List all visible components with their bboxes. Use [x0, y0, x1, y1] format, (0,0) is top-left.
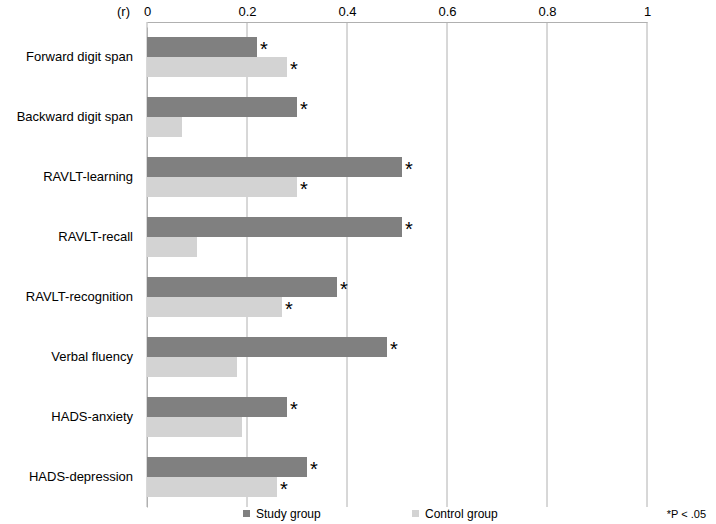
grid-line — [447, 22, 448, 507]
tick-label: 0 — [144, 4, 151, 19]
legend-label: Control group — [425, 507, 498, 521]
bar — [147, 417, 242, 437]
tick: 0.2 — [238, 4, 256, 22]
category-label: Backward digit span — [17, 109, 133, 124]
tick: Forward digit span — [26, 49, 147, 64]
tick: HADS-anxiety — [51, 409, 147, 424]
tick-label: 0.4 — [338, 4, 356, 19]
bar — [147, 177, 297, 197]
grid-line — [647, 22, 648, 507]
chart: 0 0.2 0.4 0.6 0.8 1 (r) Forward digit span Backw… — [0, 0, 716, 524]
x-axis: 0 0.2 0.4 0.6 0.8 1 — [144, 4, 651, 23]
significance-mark: * — [290, 398, 298, 420]
significance-mark: * — [280, 478, 288, 500]
axis-line — [148, 22, 648, 23]
tick: RAVLT-recognition — [26, 289, 147, 304]
category-label: Verbal fluency — [51, 349, 133, 364]
significance-mark: * — [290, 58, 298, 80]
significance-mark: * — [405, 158, 413, 180]
bar — [147, 397, 287, 417]
tick: 1 — [644, 4, 651, 22]
bar — [147, 357, 237, 377]
tick-label: 0.6 — [438, 4, 456, 19]
significance-mark: * — [300, 98, 308, 120]
bars — [147, 37, 402, 497]
bar — [147, 237, 197, 257]
bar — [147, 457, 307, 477]
legend-swatch — [412, 510, 419, 517]
bar — [147, 277, 337, 297]
axis-title: (r) — [117, 4, 130, 19]
grid-line — [347, 22, 348, 507]
category-label: RAVLT-recall — [58, 229, 133, 244]
grid-line — [547, 22, 548, 507]
legend: Study group Control group — [243, 507, 498, 521]
category-label: RAVLT-learning — [43, 169, 133, 184]
tick: RAVLT-learning — [43, 169, 147, 184]
significance-mark: * — [285, 298, 293, 320]
bar — [147, 477, 277, 497]
grid — [147, 22, 647, 507]
tick: HADS-depression — [29, 469, 147, 484]
tick: RAVLT-recall — [58, 229, 147, 244]
grid-line — [247, 22, 248, 507]
tick: 0.8 — [538, 4, 556, 22]
tick-label: 0.8 — [538, 4, 556, 19]
significance-mark: * — [260, 38, 268, 60]
tick: 0 — [144, 4, 151, 22]
bar — [147, 157, 402, 177]
bar — [147, 217, 402, 237]
significance-mark: * — [390, 338, 398, 360]
tick-label: 1 — [644, 4, 651, 19]
category-label: HADS-anxiety — [51, 409, 133, 424]
legend-swatch — [243, 510, 250, 517]
category-label: HADS-depression — [29, 469, 133, 484]
tick: 0.4 — [338, 4, 356, 22]
tick: 0.6 — [438, 4, 456, 22]
tick-label: 0.2 — [238, 4, 256, 19]
tick: Backward digit span — [17, 109, 147, 124]
bar — [147, 97, 297, 117]
significance-marks: ************ — [260, 38, 413, 500]
legend-label: Study group — [256, 507, 321, 521]
tick: Verbal fluency — [51, 349, 147, 364]
footnote: *P < .05 — [667, 508, 706, 520]
category-label: Forward digit span — [26, 49, 133, 64]
y-axis: Forward digit span Backward digit span RAV… — [17, 28, 148, 508]
bar — [147, 117, 182, 137]
significance-mark: * — [405, 218, 413, 240]
bar — [147, 57, 287, 77]
category-label: RAVLT-recognition — [26, 289, 133, 304]
bar — [147, 337, 387, 357]
significance-mark: * — [340, 278, 348, 300]
significance-mark: * — [300, 178, 308, 200]
bar — [147, 37, 257, 57]
significance-mark: * — [310, 458, 318, 480]
bar — [147, 297, 282, 317]
